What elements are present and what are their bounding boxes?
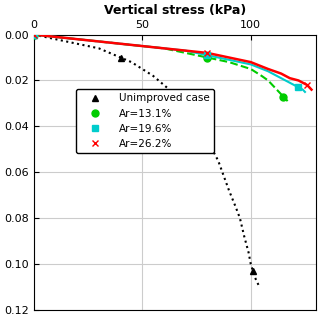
Line: Ar=13.1%: Ar=13.1% (30, 31, 287, 100)
Ar=19.6% (297, 85, 300, 89)
Line: Ar=26.2%: Ar=26.2% (30, 31, 311, 89)
Legend: Unimproved case, Ar=13.1%, Ar=19.6%, Ar=26.2%: Unimproved case, Ar=13.1%, Ar=19.6%, Ar=… (76, 89, 214, 153)
Ar=19.6% (205, 53, 209, 57)
Ar=13.1% (205, 56, 209, 60)
Ar=13.1% (32, 33, 36, 36)
X-axis label: Vertical stress (kPa): Vertical stress (kPa) (104, 4, 246, 17)
Ar=13.1% (281, 95, 285, 99)
Ar=26.2% (305, 83, 309, 87)
Unimproved case (205, 138, 209, 142)
Ar=26.2% (205, 51, 209, 55)
Unimproved case (32, 33, 36, 36)
Ar=26.2% (32, 33, 36, 36)
Line: Unimproved case: Unimproved case (30, 31, 256, 274)
Unimproved case (251, 269, 255, 273)
Ar=19.6% (32, 33, 36, 36)
Line: Ar=19.6%: Ar=19.6% (30, 31, 302, 91)
Unimproved case (119, 56, 123, 60)
